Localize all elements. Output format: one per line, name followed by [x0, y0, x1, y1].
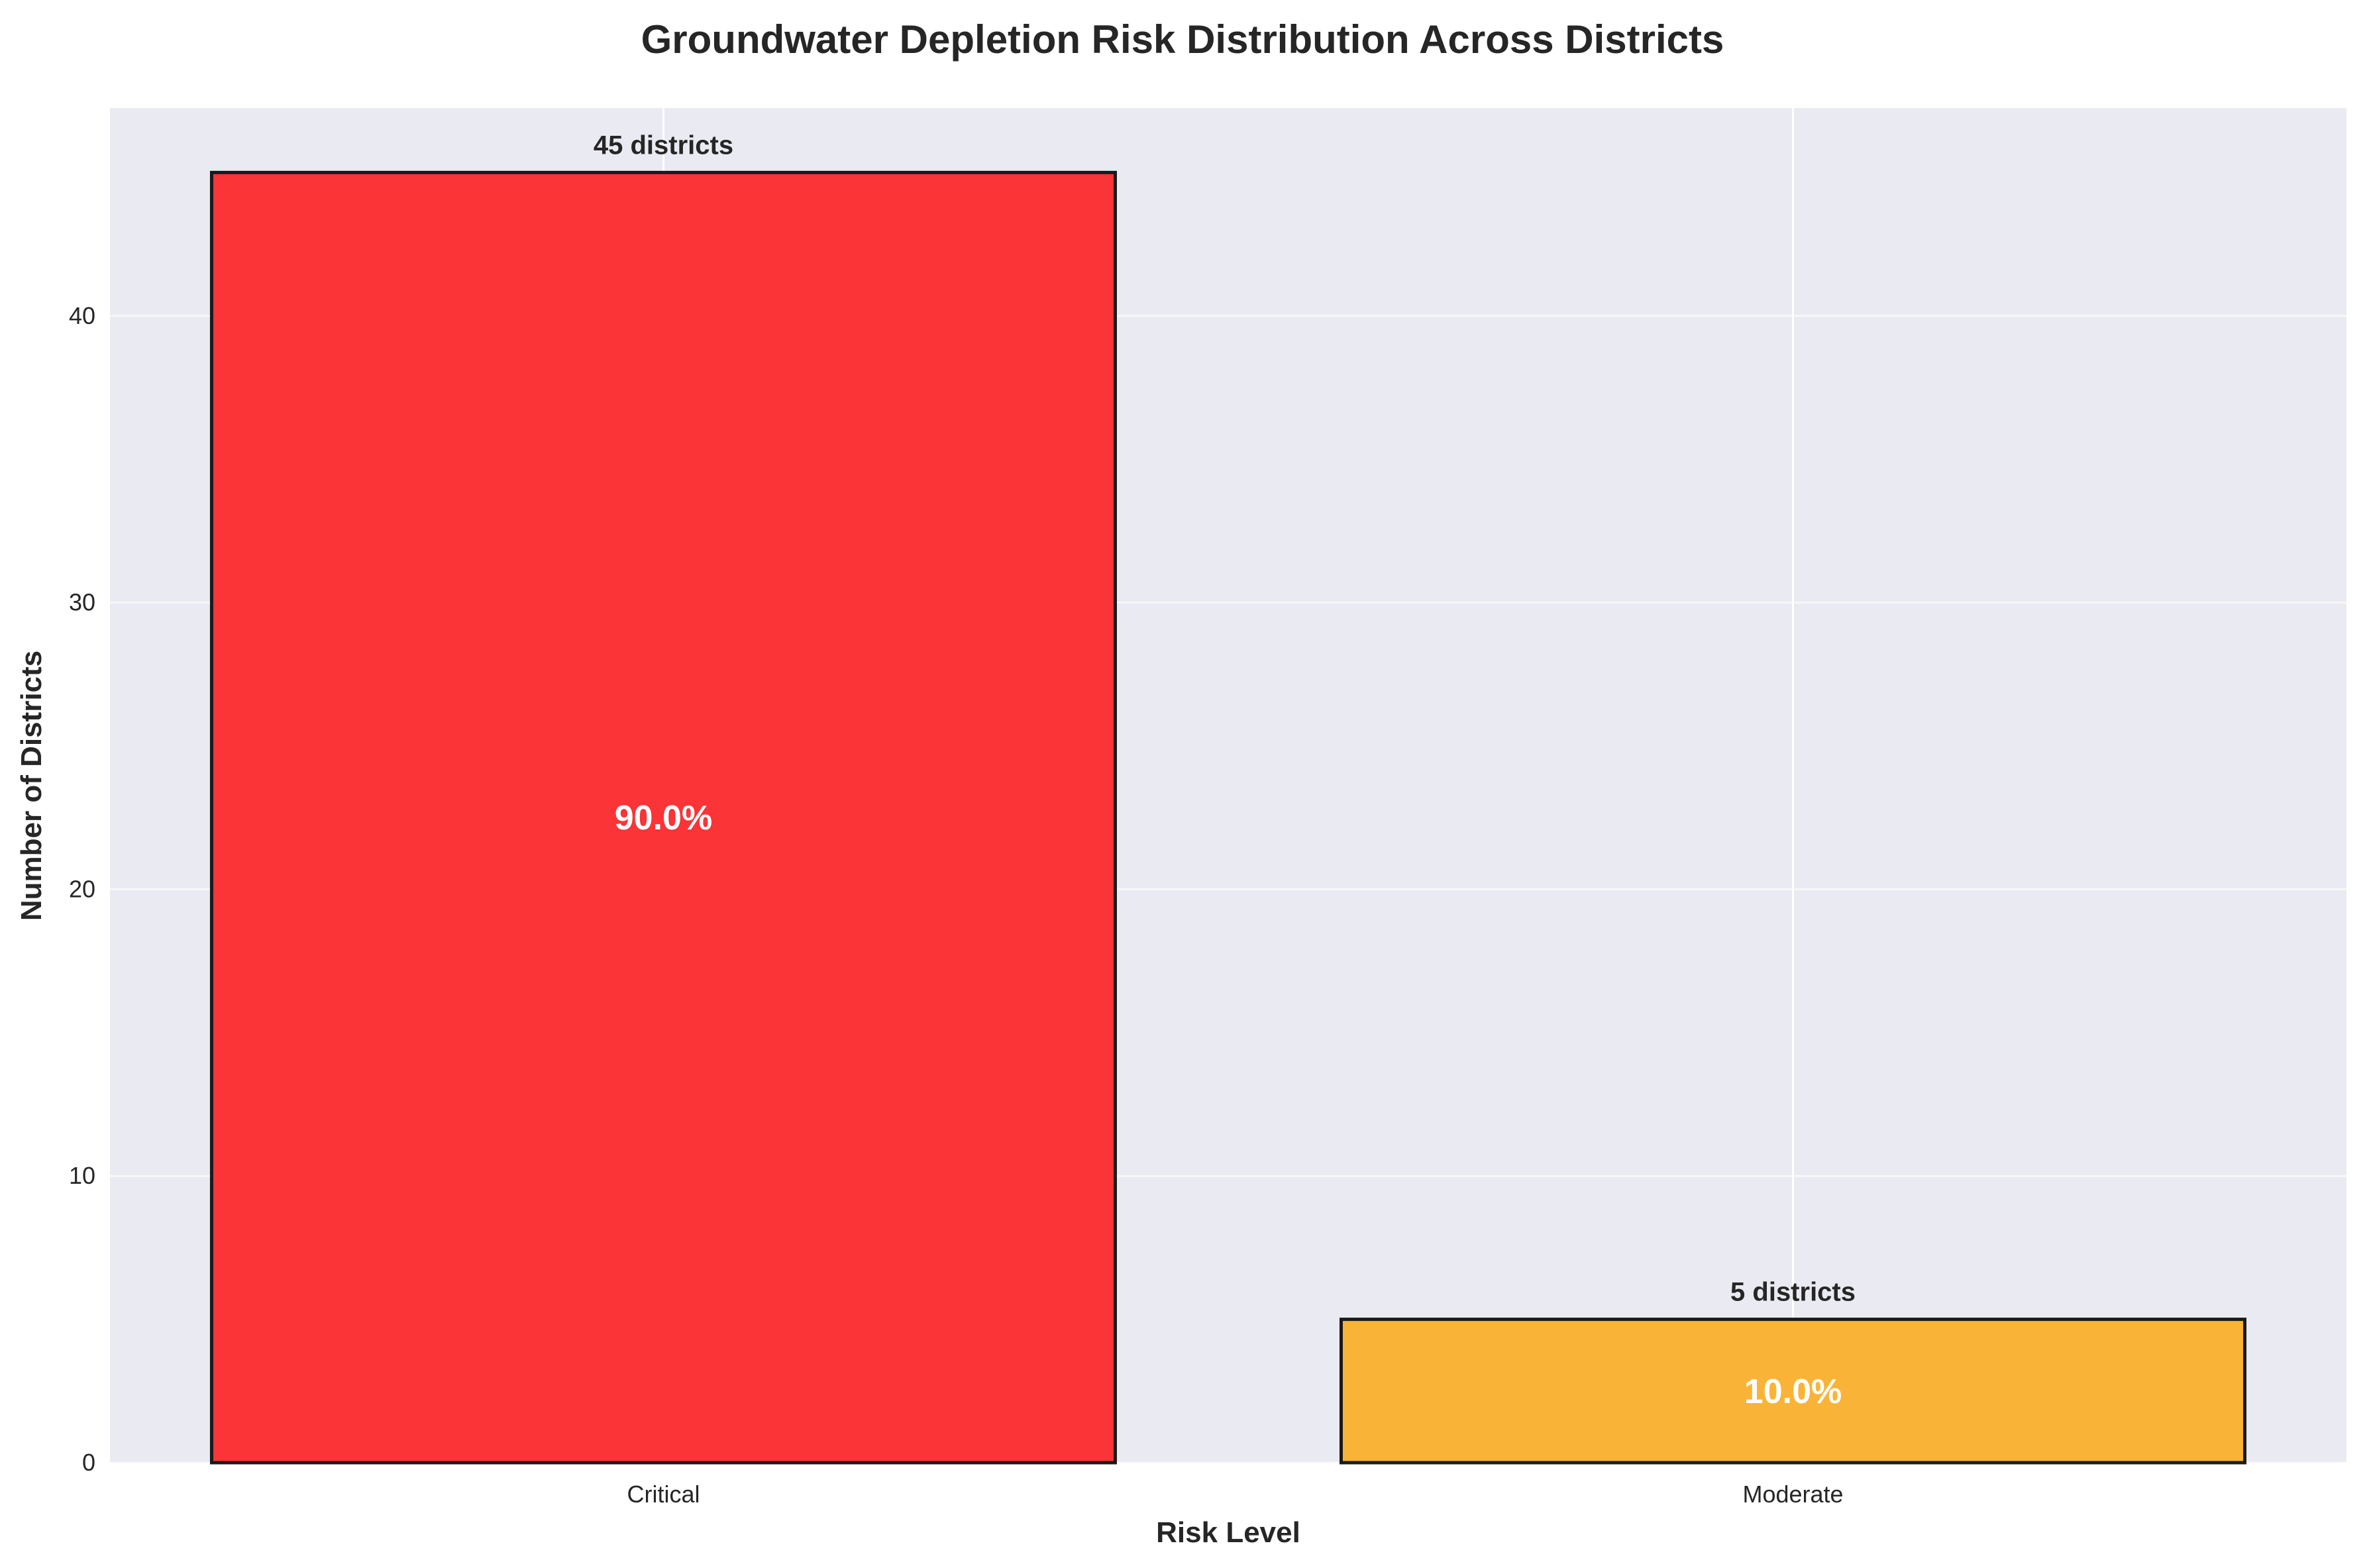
bar	[209, 170, 1117, 1465]
x-tick-label: Critical	[627, 1481, 700, 1508]
y-tick-label: 0	[82, 1449, 95, 1476]
y-tick-label: 30	[69, 589, 95, 616]
bars	[209, 170, 2247, 1465]
bar-count-label: 45 districts	[594, 131, 733, 160]
bar-count-label: 5 districts	[1730, 1278, 1856, 1307]
bar-percent-label: 10.0%	[1744, 1373, 1842, 1411]
chart-title: Groundwater Depletion Risk Distribution …	[641, 17, 1724, 62]
bar-percent-label: 90.0%	[615, 799, 712, 837]
x-tick-label: Moderate	[1742, 1481, 1843, 1508]
bar	[1340, 1318, 2247, 1465]
y-tick-label: 40	[69, 302, 95, 329]
y-tick-label: 20	[69, 875, 95, 902]
x-axis-ticks: Critical Moderate	[627, 1481, 1843, 1508]
y-tick-label: 10	[69, 1162, 95, 1189]
x-axis-label: Risk Level	[1156, 1516, 1300, 1549]
bar-labels: 45 districts 90.0% 5 districts 10.0%	[594, 131, 1856, 1410]
y-axis-label: Number of Districts	[15, 651, 48, 921]
y-axis-ticks: 0 10 20 30 40	[69, 302, 95, 1476]
